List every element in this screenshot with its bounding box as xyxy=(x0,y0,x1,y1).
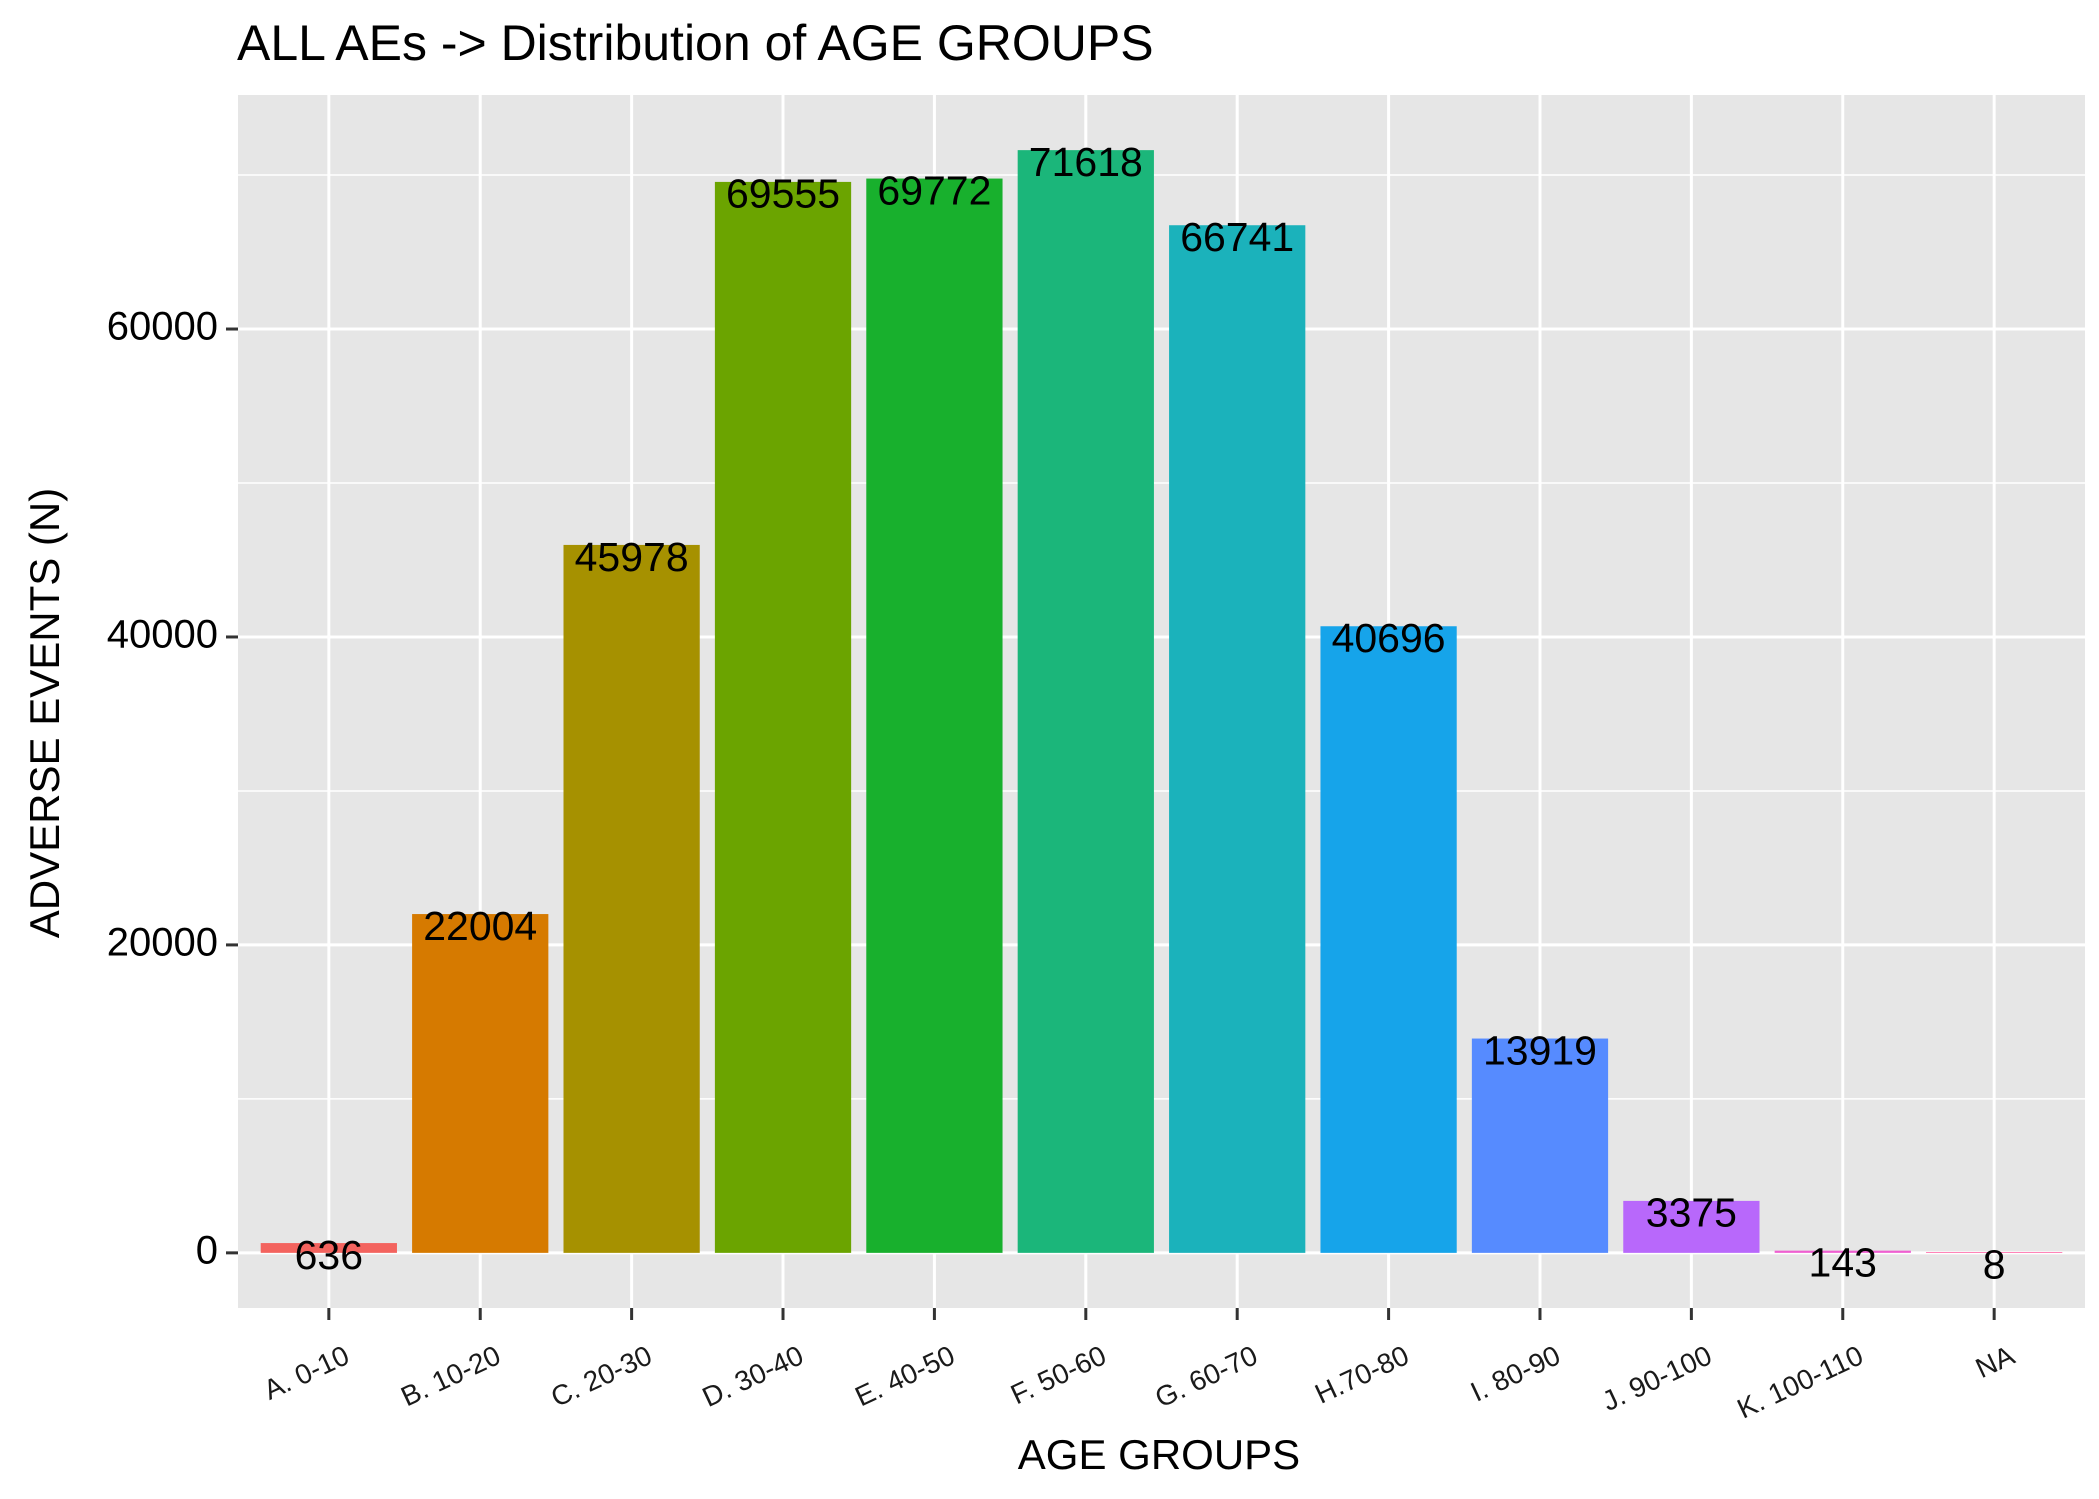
bar-value-label: 71618 xyxy=(1029,139,1143,185)
bar xyxy=(866,178,1003,1253)
bar-value-label: 40696 xyxy=(1332,615,1446,661)
bar xyxy=(563,544,700,1253)
x-axis-title: AGE GROUPS xyxy=(1018,1431,1300,1478)
bar-value-label: 8 xyxy=(1983,1242,2006,1288)
y-tick-label: 40000 xyxy=(107,613,218,657)
bar xyxy=(1017,150,1154,1253)
bar xyxy=(1471,1038,1609,1253)
bar-value-label: 636 xyxy=(295,1232,363,1278)
bar-value-label: 69772 xyxy=(877,167,991,213)
bar-value-label: 13919 xyxy=(1483,1027,1597,1073)
bar-value-label: 22004 xyxy=(423,903,537,949)
bar xyxy=(1320,626,1457,1253)
y-tick-label: 20000 xyxy=(107,920,218,964)
y-axis-title: ADVERSE EVENTS (N) xyxy=(21,488,68,938)
bar-value-label: 3375 xyxy=(1646,1190,1737,1236)
bar xyxy=(412,914,549,1253)
bar xyxy=(714,181,852,1253)
chart-title: ALL AEs -> Distribution of AGE GROUPS xyxy=(237,15,1154,71)
bar xyxy=(260,1243,397,1253)
bar xyxy=(1623,1200,1760,1253)
bar-value-label: 143 xyxy=(1809,1239,1877,1285)
bar-value-labels: 636 22004 45978 69555 69772 71618 66741 40696 13… xyxy=(295,139,2006,1288)
bar xyxy=(1926,1252,2063,1253)
bar-value-label: 66741 xyxy=(1180,214,1294,260)
bars xyxy=(260,150,2063,1253)
bar-value-label: 45978 xyxy=(575,534,689,580)
bar xyxy=(1169,225,1306,1253)
bar xyxy=(1774,1250,1911,1253)
bar-value-label: 69555 xyxy=(726,171,840,217)
y-tick-label: 60000 xyxy=(107,305,218,349)
y-tick-label: 0 xyxy=(196,1228,218,1272)
y-axis-ticks: 0 20000 40000 60000 xyxy=(107,305,238,1272)
